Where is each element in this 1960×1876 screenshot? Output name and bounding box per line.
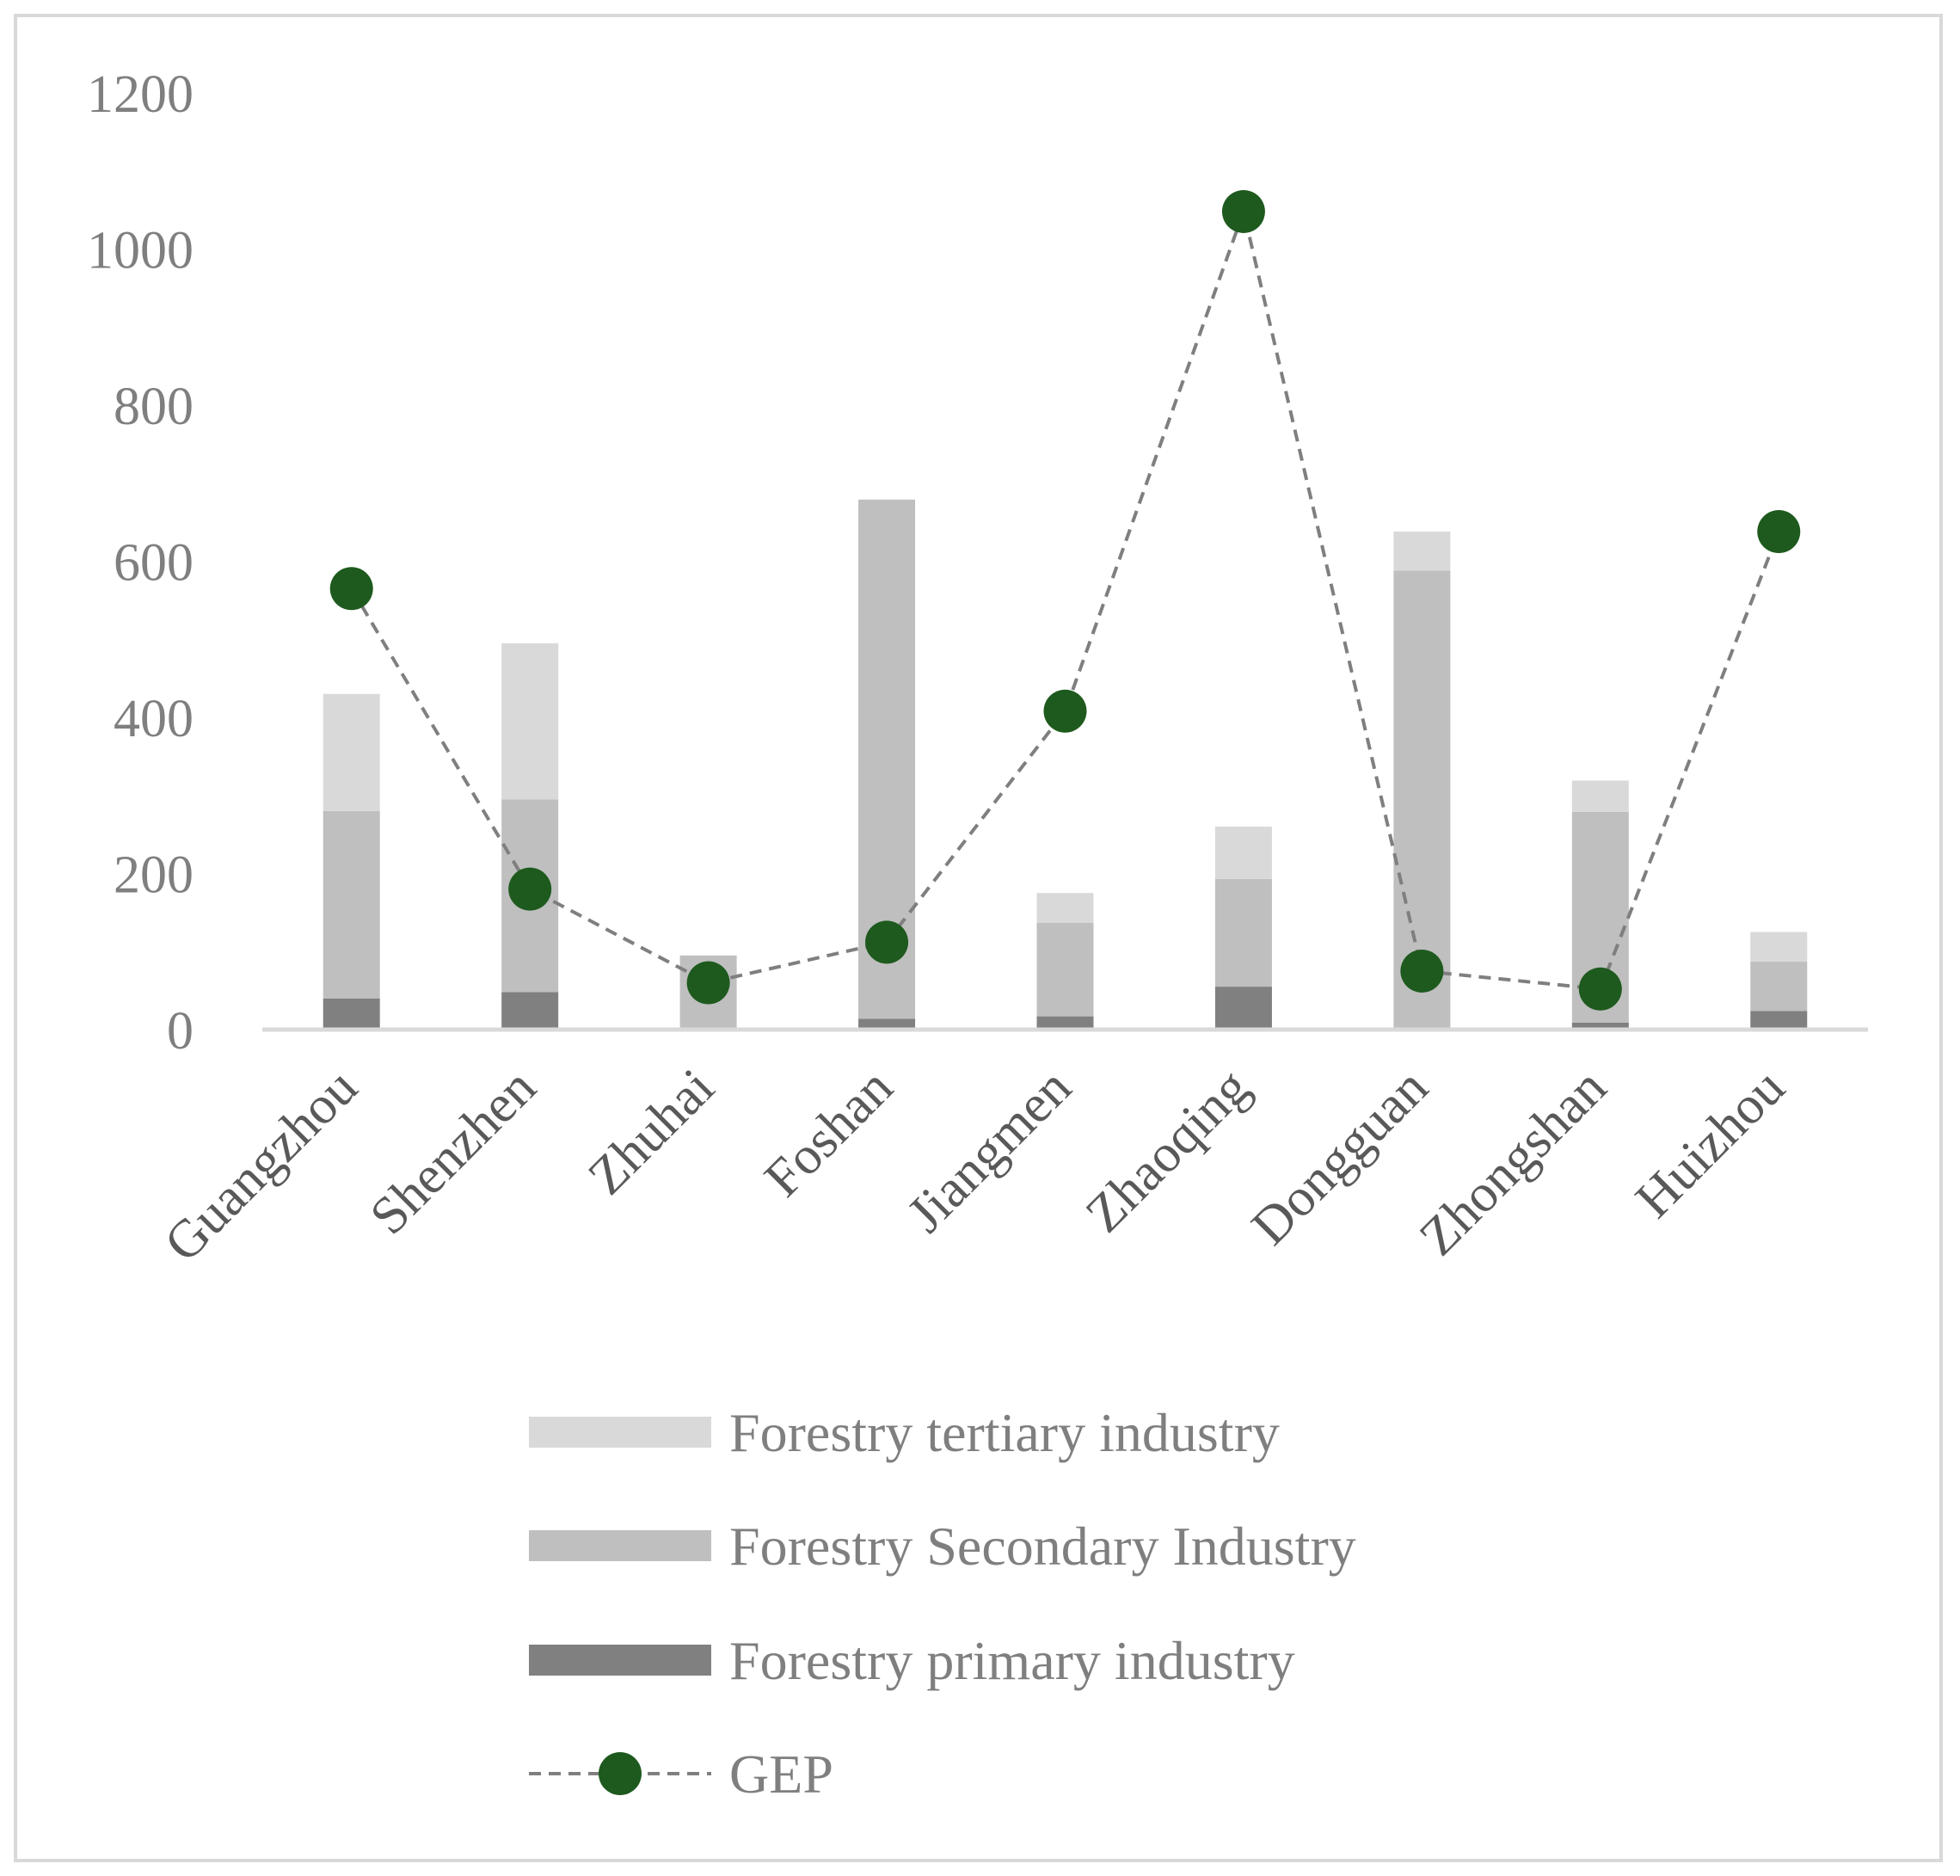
gep-point [1757,510,1801,554]
y-tick-label: 800 [114,378,194,436]
y-tick-label: 1200 [87,65,194,124]
bar-forestry-tertiary-industry [501,643,559,800]
bar-forestry-tertiary-industry [1214,827,1272,879]
bar-forestry-secondary-industry [1036,922,1094,1017]
gep-line-path [350,205,1781,991]
legend-label: Forestry primary industry [729,1630,1295,1691]
gep-point [1578,967,1622,1011]
bar-forestry-secondary-industry [1750,962,1808,1012]
y-tick-label: 600 [114,534,194,593]
bar-forestry-tertiary-industry [323,693,380,811]
gep-point [1221,189,1265,233]
gep-point [1043,689,1087,733]
bar-forestry-primary-industry [1036,1016,1094,1030]
bar-forestry-primary-industry [1571,1022,1629,1030]
y-tick-label: 0 [167,1002,194,1061]
gep-point [686,961,730,1005]
x-category-label: Zhaoqing [1075,1058,1261,1244]
bar-forestry-tertiary-industry [1571,780,1629,812]
x-category-label: Shenzhen [359,1058,548,1246]
legend-marker [599,1752,642,1795]
bar-forestry-primary-industry [858,1018,916,1030]
x-category-label: Huizhou [1625,1058,1796,1229]
gep-line [329,189,1801,1011]
x-category-label: Jiangmen [896,1058,1082,1244]
legend: Forestry tertiary industry Forestry Secon… [529,1402,1356,1805]
legend-swatch [529,1530,711,1561]
bar-forestry-secondary-industry [1214,878,1272,987]
legend-swatch [529,1645,711,1676]
bar-forestry-secondary-industry [323,810,380,999]
gep-point [865,920,909,964]
bars [323,499,1808,1030]
bar-forestry-tertiary-industry [1036,893,1094,923]
bar-forestry-primary-industry [501,992,559,1030]
x-category-label: Guangzhou [153,1058,368,1273]
legend-label: Forestry Secondary Industry [729,1516,1356,1577]
bar-forestry-primary-industry [1750,1011,1808,1030]
gep-point [508,867,552,911]
legend-label: GEP [729,1744,833,1805]
gep-point [1400,949,1444,993]
y-tick-label: 400 [114,690,194,748]
bar-forestry-primary-industry [323,998,380,1030]
y-axis-ticks: 0 200 400 600 800 1000 1200 [87,65,194,1061]
x-category-label: Foshan [753,1058,904,1209]
bar-forestry-tertiary-industry [1750,932,1808,963]
bar-forestry-primary-industry [1214,987,1272,1030]
legend-swatch [529,1417,711,1448]
gep-point [329,567,373,611]
x-category-label: Zhuhai [577,1058,725,1206]
bar-forestry-tertiary-industry [1393,532,1451,571]
y-tick-label: 200 [114,846,194,905]
legend-label: Forestry tertiary industry [729,1402,1280,1463]
y-tick-label: 1000 [87,222,194,280]
x-category-label: Zhongshan [1409,1058,1618,1267]
